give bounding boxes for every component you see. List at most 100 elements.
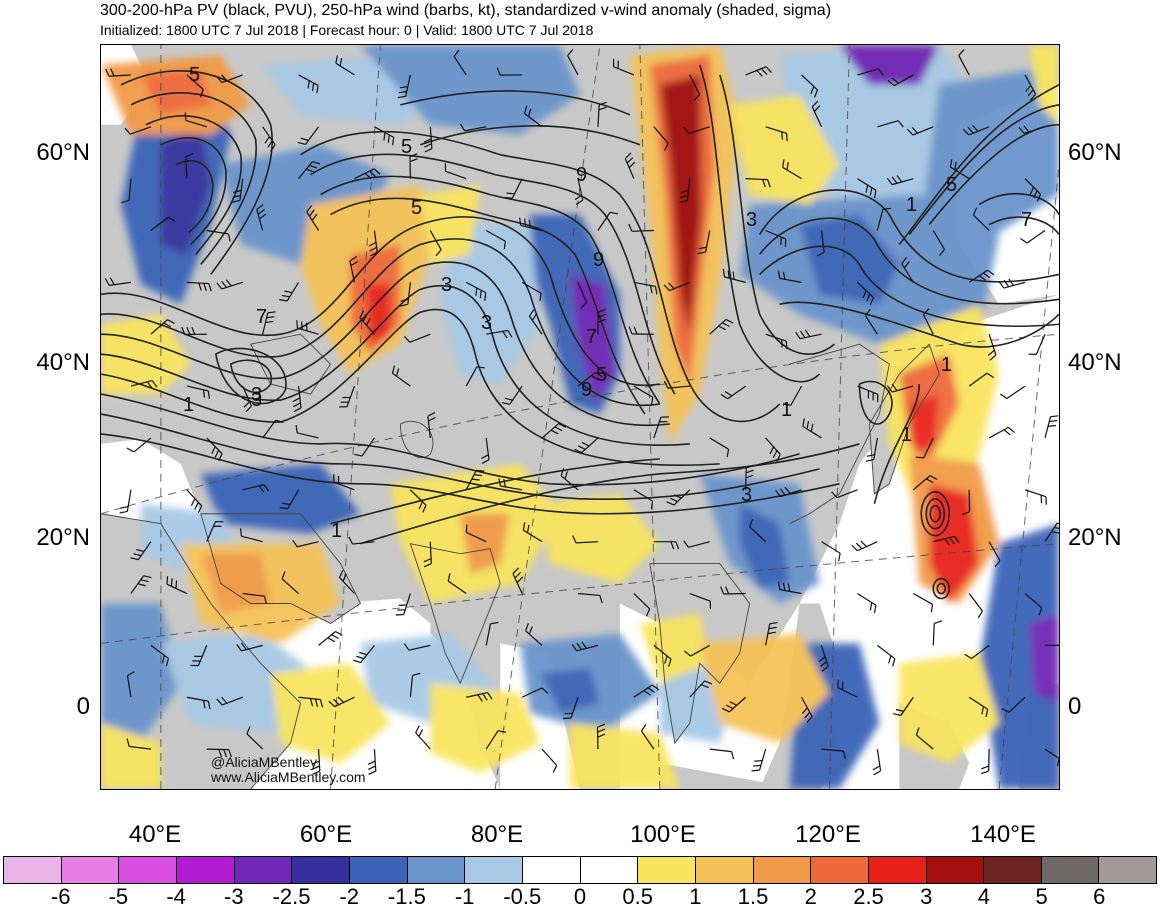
wind-barb — [968, 372, 994, 387]
wind-barb — [745, 464, 754, 490]
wind-barb — [292, 386, 302, 413]
pv-contour-label: 1 — [941, 354, 953, 376]
wind-barb — [328, 696, 355, 708]
wind-barb — [782, 159, 802, 180]
wind-barb — [338, 385, 356, 408]
colorbar-box — [176, 857, 235, 883]
wind-barb — [130, 541, 152, 561]
wind-barb — [801, 696, 813, 723]
wind-barb — [1020, 230, 1046, 244]
graticule — [101, 45, 1059, 789]
wind-barb — [933, 535, 960, 546]
wind-barb — [166, 576, 188, 595]
wind-barb — [720, 385, 746, 400]
pv-contour-label: 1 — [781, 399, 793, 421]
wind-barb — [119, 489, 132, 514]
wind-barb — [811, 100, 823, 128]
wind-barbs — [104, 49, 1059, 776]
anomaly-shading — [101, 45, 1059, 789]
pv-contour-label: 5 — [596, 364, 608, 386]
colorbar-box — [753, 857, 812, 883]
lat-label-20-left: 20°N — [36, 524, 90, 551]
wind-barb — [577, 592, 603, 604]
pv-contour-label: 3 — [251, 384, 263, 406]
wind-barb — [801, 74, 819, 98]
wind-barb — [912, 475, 938, 491]
wind-barb — [748, 519, 767, 543]
wind-barb — [932, 230, 945, 257]
colorbar-box — [292, 857, 350, 883]
wind-barb — [998, 278, 1026, 289]
colorbar-box — [522, 857, 581, 883]
wind-barb — [886, 383, 914, 393]
wind-barb — [541, 748, 558, 773]
wind-barb — [857, 178, 877, 199]
wind-barb — [683, 126, 710, 135]
wind-barb — [782, 385, 803, 406]
wind-barb — [932, 620, 943, 646]
wind-barb — [633, 684, 660, 698]
wind-barb — [374, 126, 395, 146]
wind-barb — [150, 319, 175, 335]
wind-barb — [980, 749, 990, 775]
wind-barb — [574, 178, 584, 205]
wind-barb — [818, 645, 829, 672]
wind-barb — [403, 643, 431, 651]
wind-barb — [186, 489, 203, 514]
wind-barb — [851, 540, 878, 552]
wind-barb — [1024, 74, 1037, 101]
wind-barb — [352, 645, 375, 664]
pv-contour-label: 3 — [251, 389, 263, 411]
colorbar-box — [407, 857, 466, 883]
wind-barb — [857, 68, 884, 76]
colorbar-tick-label: 2 — [804, 884, 817, 909]
colorbar-box — [61, 857, 120, 883]
colorbar-labels: -6 -5 -4 -3 -2.5 -2 -1.5 -1 -0.5 0 0.5 1 1.5 2 2.5 3 4 5 6 — [3, 885, 1157, 911]
lon-label-140e: 140°E — [970, 821, 1036, 848]
wind-barb — [901, 256, 914, 283]
pv-contour-label: 7 — [1021, 209, 1033, 231]
colorbar-tick-label: -5 — [108, 884, 129, 909]
wind-barb — [367, 749, 377, 775]
wind-barb — [697, 230, 711, 255]
wind-barb — [961, 489, 971, 516]
wind-barb — [653, 644, 672, 667]
wind-barb — [298, 161, 321, 180]
wind-barb — [400, 282, 411, 307]
wind-barb — [987, 334, 997, 361]
pv-contour-label: 3 — [441, 274, 453, 296]
wind-barb — [242, 385, 253, 413]
wind-barb — [689, 592, 712, 610]
wind-barb — [722, 268, 746, 283]
wind-barb — [126, 437, 152, 453]
lon-label-80e: 80°E — [470, 821, 524, 848]
colorbar-box — [984, 857, 1042, 883]
wind-barb — [465, 366, 485, 387]
wind-barb — [679, 178, 691, 204]
lat-label-40-right: 40°N — [1068, 349, 1122, 376]
wind-barb — [404, 333, 431, 343]
wind-barb — [521, 281, 542, 302]
pv-contour-label: 3 — [481, 312, 493, 334]
wind-barb — [485, 229, 506, 250]
wind-barb — [877, 120, 904, 128]
wind-barb — [1028, 333, 1046, 355]
wind-barb — [958, 49, 970, 76]
wind-barb — [821, 541, 841, 562]
wind-barb — [857, 281, 874, 306]
wind-barb — [968, 269, 995, 283]
wind-barb — [185, 152, 194, 179]
wind-barb — [206, 229, 231, 242]
colorbar-tick-label: 5 — [1035, 884, 1048, 909]
pv-contour-label: 1 — [906, 194, 918, 216]
wind-barb — [279, 282, 300, 302]
colorbar-tick-label: -1.5 — [387, 884, 426, 909]
wind-barb — [709, 748, 735, 760]
pv-contour-label: 3 — [746, 209, 758, 231]
wind-barb — [972, 207, 990, 231]
colorbar — [3, 856, 1157, 884]
wind-barb — [262, 126, 276, 152]
wind-barb — [262, 419, 284, 439]
wind-barb — [765, 126, 788, 142]
